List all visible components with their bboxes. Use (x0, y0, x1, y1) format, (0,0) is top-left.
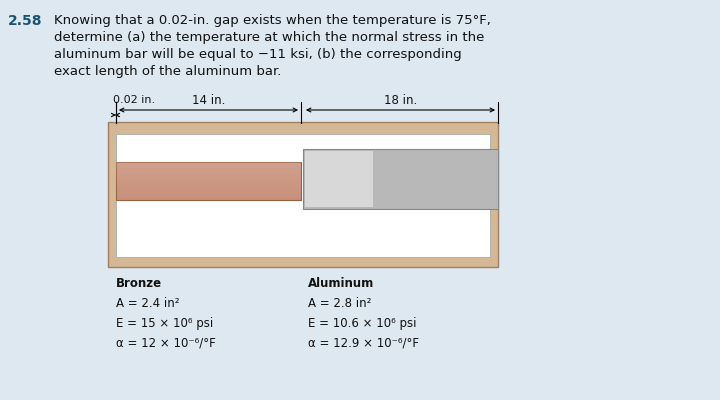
Bar (116, 176, 301, 177)
Text: α = 12.9 × 10⁻⁶/°F: α = 12.9 × 10⁻⁶/°F (308, 337, 419, 350)
Bar (116, 182, 301, 183)
Bar (116, 170, 301, 171)
Bar (116, 193, 301, 194)
Bar (116, 177, 301, 178)
Text: 14 in.: 14 in. (192, 94, 225, 107)
Bar (116, 196, 301, 197)
Bar (116, 167, 301, 168)
Text: Knowing that a 0.02-in. gap exists when the temperature is 75°F,: Knowing that a 0.02-in. gap exists when … (54, 14, 491, 27)
Bar (116, 183, 301, 184)
Bar (116, 181, 301, 182)
Text: determine (a) the temperature at which the normal stress in the: determine (a) the temperature at which t… (54, 31, 485, 44)
Bar (116, 165, 301, 166)
Text: Bronze: Bronze (116, 277, 162, 290)
Bar (116, 172, 301, 173)
Bar (116, 174, 301, 175)
Bar (116, 186, 301, 187)
Bar (303, 149, 498, 209)
Bar (116, 192, 301, 193)
Bar (116, 199, 301, 200)
Bar (116, 195, 301, 196)
Text: Aluminum: Aluminum (308, 277, 374, 290)
Bar (116, 171, 301, 172)
Bar (116, 197, 301, 198)
Bar (116, 198, 301, 199)
Text: A = 2.8 in²: A = 2.8 in² (308, 297, 372, 310)
Bar (116, 188, 301, 189)
Bar (116, 175, 301, 176)
Text: 2.58: 2.58 (8, 14, 42, 28)
Text: E = 15 × 10⁶ psi: E = 15 × 10⁶ psi (116, 317, 213, 330)
Bar (116, 162, 301, 163)
Text: aluminum bar will be equal to −11 ksi, (b) the corresponding: aluminum bar will be equal to −11 ksi, (… (54, 48, 462, 61)
Bar (116, 185, 301, 186)
Text: E = 10.6 × 10⁶ psi: E = 10.6 × 10⁶ psi (308, 317, 416, 330)
Bar (116, 166, 301, 167)
Bar (116, 164, 301, 165)
Bar (116, 169, 301, 170)
Bar (305, 151, 373, 207)
Text: exact length of the aluminum bar.: exact length of the aluminum bar. (54, 65, 282, 78)
Text: α = 12 × 10⁻⁶/°F: α = 12 × 10⁻⁶/°F (116, 337, 216, 350)
Bar (116, 173, 301, 174)
Bar (116, 163, 301, 164)
Text: 0.02 in.: 0.02 in. (113, 95, 155, 105)
Bar (116, 191, 301, 192)
Bar (116, 179, 301, 180)
Bar (116, 189, 301, 190)
Bar (116, 134, 490, 257)
Bar (116, 180, 301, 181)
Text: A = 2.4 in²: A = 2.4 in² (116, 297, 179, 310)
Bar (116, 178, 301, 179)
Text: 18 in.: 18 in. (384, 94, 417, 107)
Bar (116, 194, 301, 195)
Bar (116, 184, 301, 185)
Bar (116, 162, 301, 200)
Bar (108, 122, 498, 267)
Bar (116, 190, 301, 191)
Bar (116, 187, 301, 188)
Bar (116, 168, 301, 169)
